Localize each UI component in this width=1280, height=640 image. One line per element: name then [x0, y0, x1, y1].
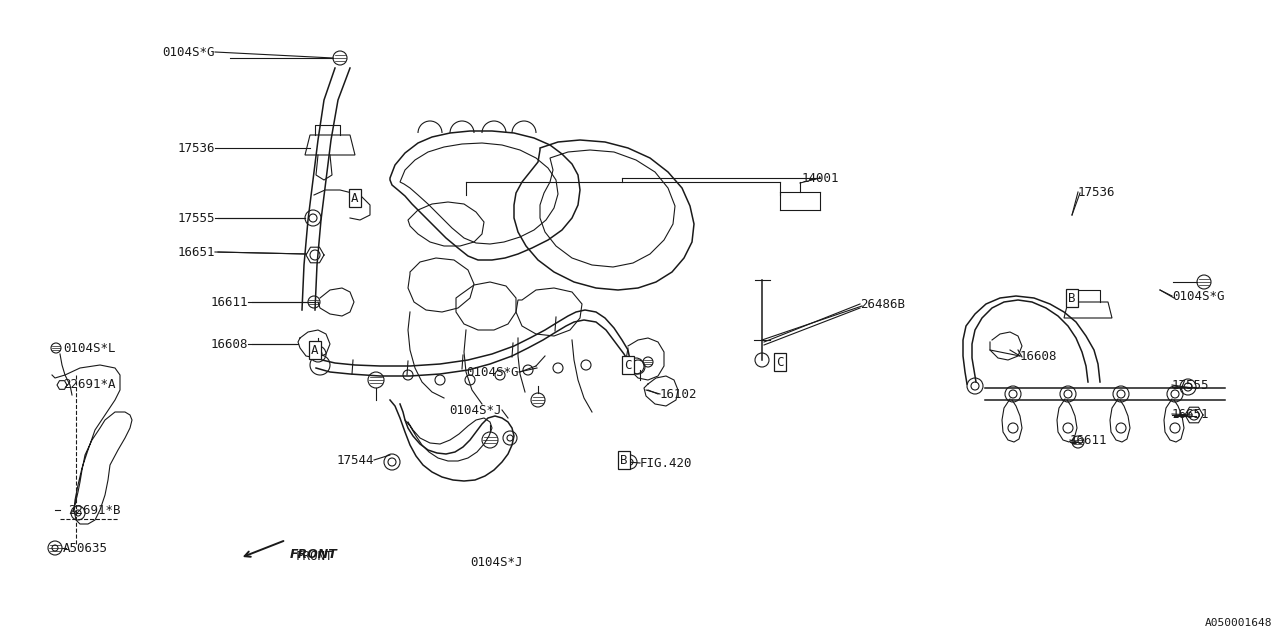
Text: 22691*B: 22691*B: [68, 504, 120, 516]
Text: C: C: [776, 355, 783, 369]
Text: A050001648: A050001648: [1204, 618, 1272, 628]
Text: 16608: 16608: [210, 337, 248, 351]
Text: B: B: [621, 454, 627, 467]
Text: FIG.420: FIG.420: [640, 456, 692, 470]
Text: FRONT: FRONT: [296, 550, 334, 563]
Text: 22691*A: 22691*A: [63, 378, 115, 390]
Text: 16608: 16608: [1020, 349, 1057, 362]
Text: 16611: 16611: [1070, 433, 1107, 447]
Text: 0104S*J: 0104S*J: [470, 556, 522, 568]
Text: 0104S*J: 0104S*J: [449, 403, 502, 417]
Text: 16651: 16651: [1172, 408, 1210, 420]
Text: A: A: [351, 191, 358, 205]
Text: 0104S*L: 0104S*L: [63, 342, 115, 355]
Text: A: A: [311, 344, 319, 356]
Text: 17536: 17536: [1078, 186, 1115, 198]
Text: 17555: 17555: [1172, 378, 1210, 392]
Text: 17555: 17555: [178, 211, 215, 225]
Text: 0104S*G: 0104S*G: [466, 365, 518, 378]
Text: C: C: [625, 358, 632, 371]
Text: FRONT: FRONT: [291, 547, 338, 561]
Text: 17536: 17536: [178, 141, 215, 154]
Text: 0104S*G: 0104S*G: [1172, 289, 1225, 303]
Text: 17544: 17544: [337, 454, 374, 467]
Text: 14001: 14001: [801, 172, 838, 184]
Text: 16651: 16651: [178, 246, 215, 259]
Text: B: B: [1069, 291, 1075, 305]
Text: A50635: A50635: [63, 541, 108, 554]
Text: 16102: 16102: [660, 387, 698, 401]
Text: 16611: 16611: [210, 296, 248, 308]
Text: 0104S*G: 0104S*G: [163, 45, 215, 58]
Text: 26486B: 26486B: [860, 298, 905, 310]
